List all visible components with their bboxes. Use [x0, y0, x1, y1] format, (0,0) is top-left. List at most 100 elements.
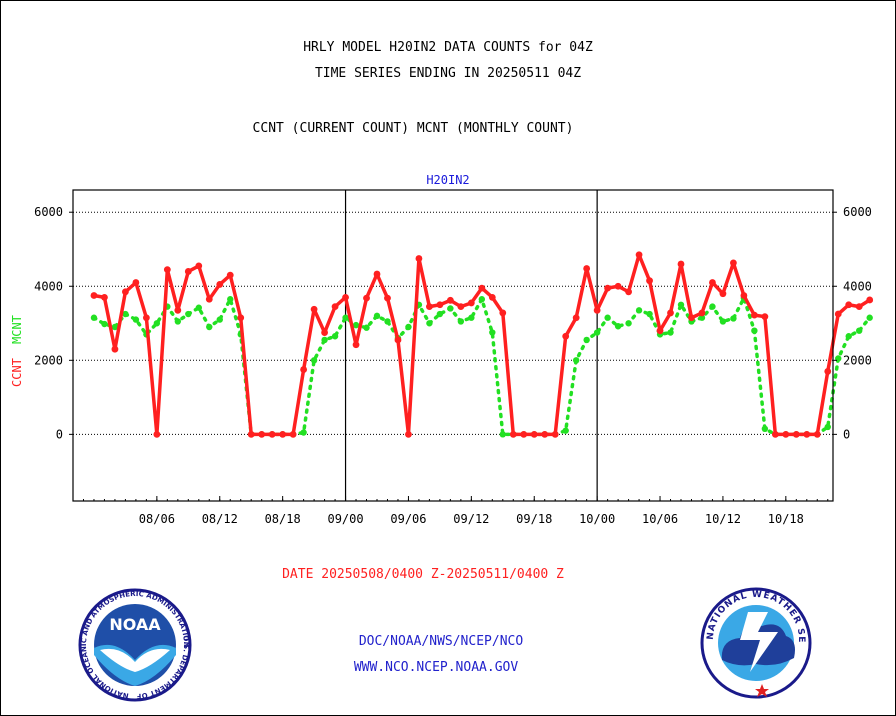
data-point-mcnt — [478, 296, 486, 303]
data-point-mcnt — [468, 314, 475, 321]
data-point-ccnt — [488, 293, 496, 301]
data-point-ccnt — [101, 293, 108, 301]
data-point-mcnt — [593, 329, 601, 336]
data-point-ccnt — [415, 255, 423, 262]
data-point-mcnt — [90, 314, 98, 321]
subtitle: CCNT (CURRENT COUNT) MCNT (MONTHLY COUNT… — [253, 121, 574, 136]
data-point-ccnt — [740, 292, 748, 299]
data-point-ccnt — [384, 294, 391, 302]
data-point-ccnt — [153, 430, 161, 438]
data-point-ccnt — [258, 430, 266, 438]
data-point-ccnt — [813, 430, 821, 438]
data-point-ccnt — [436, 301, 444, 309]
data-point-ccnt — [771, 430, 779, 438]
data-point-ccnt — [562, 332, 570, 340]
ytick-label-right: 6000 — [843, 205, 872, 219]
data-point-mcnt — [373, 312, 381, 320]
data-point-mcnt — [300, 429, 307, 436]
data-point-mcnt — [310, 357, 318, 364]
ytick-label-left: 6000 — [34, 205, 63, 219]
data-point-ccnt — [226, 271, 234, 279]
xtick-label: 09/06 — [390, 512, 426, 526]
series-line-mcnt — [92, 296, 872, 437]
data-point-mcnt — [436, 310, 444, 318]
data-point-mcnt — [185, 310, 192, 318]
data-point-ccnt — [866, 296, 874, 304]
data-point-mcnt — [856, 327, 863, 334]
data-point-ccnt — [205, 295, 213, 303]
data-point-mcnt — [111, 323, 119, 331]
data-point-mcnt — [342, 314, 349, 321]
data-point-ccnt — [446, 296, 454, 304]
data-point-ccnt — [478, 284, 486, 292]
data-point-ccnt — [824, 368, 832, 375]
data-point-mcnt — [227, 296, 234, 303]
data-point-mcnt — [216, 316, 223, 323]
data-point-ccnt — [646, 277, 653, 285]
data-point-ccnt — [142, 314, 150, 322]
data-point-ccnt — [730, 259, 737, 267]
data-point-ccnt — [520, 430, 528, 438]
plot-border — [72, 189, 834, 502]
data-point-mcnt — [331, 333, 339, 340]
series-layer — [90, 251, 874, 438]
data-point-mcnt — [709, 303, 716, 310]
ytick-label-right: 2000 — [843, 353, 872, 367]
data-point-ccnt — [310, 305, 318, 313]
data-point-ccnt — [163, 266, 171, 274]
data-point-mcnt — [646, 310, 653, 318]
data-point-mcnt — [667, 329, 674, 336]
xtick-label: 10/00 — [579, 512, 615, 526]
xtick-label: 08/06 — [139, 512, 175, 526]
data-point-ccnt — [405, 430, 412, 438]
data-point-ccnt — [667, 309, 674, 317]
website-link[interactable]: WWW.NCO.NCEP.NOAA.GOV — [354, 660, 519, 675]
ylabel-mcnt: MCNT — [10, 315, 24, 344]
data-point-ccnt — [698, 309, 706, 317]
data-point-ccnt — [426, 303, 433, 311]
data-point-mcnt — [426, 320, 433, 327]
data-point-mcnt — [698, 314, 706, 321]
data-point-ccnt — [834, 310, 842, 318]
data-point-ccnt — [635, 251, 643, 259]
data-point-mcnt — [122, 310, 129, 318]
data-point-ccnt — [593, 306, 601, 314]
ytick-label-right: 4000 — [843, 279, 872, 293]
data-point-ccnt — [614, 282, 622, 290]
data-point-ccnt — [174, 306, 182, 314]
data-point-mcnt — [195, 304, 202, 311]
data-point-ccnt — [551, 430, 559, 438]
data-point-ccnt — [583, 265, 591, 272]
data-point-ccnt — [509, 430, 517, 438]
data-point-mcnt — [363, 324, 370, 331]
data-point-mcnt — [352, 321, 360, 329]
grid-layer — [73, 190, 833, 501]
data-point-ccnt — [709, 279, 716, 286]
data-point-ccnt — [541, 430, 549, 438]
data-point-mcnt — [583, 336, 590, 344]
data-point-mcnt — [562, 427, 569, 434]
data-point-ccnt — [656, 327, 664, 335]
data-point-mcnt — [845, 333, 852, 340]
xtick-label: 10/12 — [705, 512, 741, 526]
org-path-link[interactable]: DOC/NOAA/NWS/NCEP/NCO — [359, 634, 524, 649]
data-point-mcnt — [206, 323, 213, 331]
ytick-label-right: 0 — [843, 427, 850, 441]
data-point-ccnt — [195, 262, 203, 270]
axes-layer: 0 0 2000 2000 4000 4000 6000 6000 08/06 08/12 08/1… — [34, 189, 872, 526]
xtick-label: 09/00 — [327, 512, 363, 526]
data-point-mcnt — [625, 320, 632, 327]
data-point-ccnt — [792, 430, 800, 438]
data-point-ccnt — [247, 430, 255, 438]
data-point-mcnt — [321, 336, 328, 344]
data-point-mcnt — [751, 327, 758, 334]
data-point-ccnt — [268, 430, 276, 438]
data-point-ccnt — [499, 309, 507, 317]
xtick-label: 09/18 — [516, 512, 552, 526]
data-point-ccnt — [855, 303, 863, 311]
data-point-ccnt — [122, 288, 129, 296]
data-point-mcnt — [153, 320, 161, 327]
chart-title: H20IN2 — [426, 173, 469, 187]
data-point-ccnt — [782, 430, 790, 438]
